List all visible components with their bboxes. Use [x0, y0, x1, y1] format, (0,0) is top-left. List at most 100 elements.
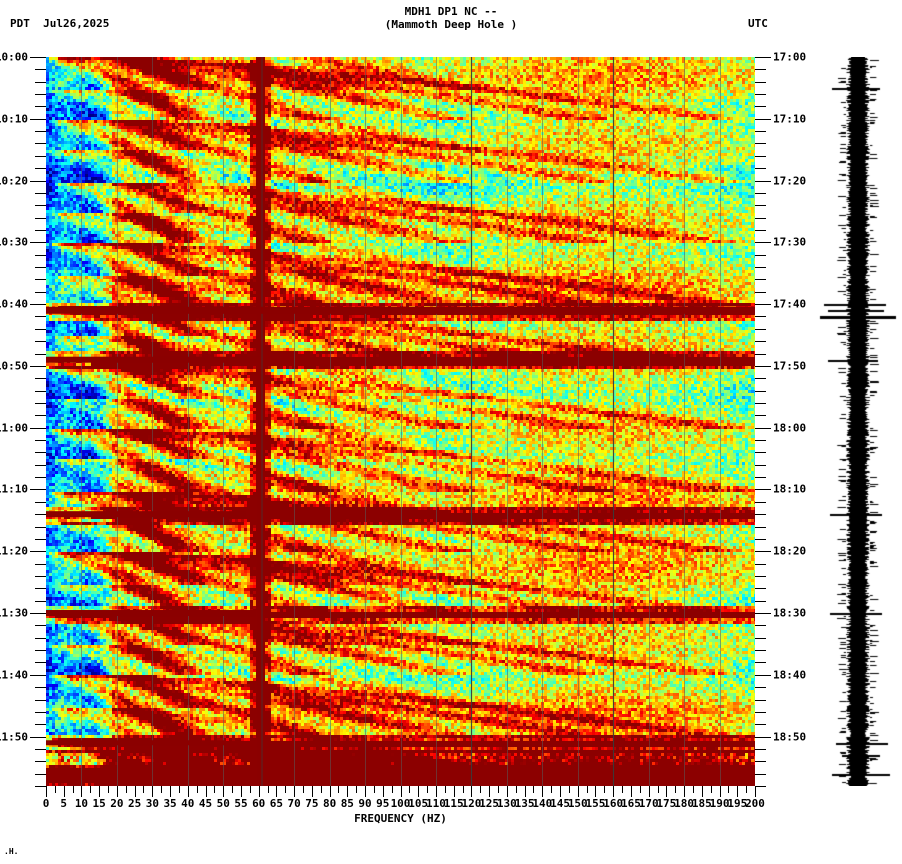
frequency-tick-label: 145: [550, 797, 570, 810]
minor-tick: [35, 637, 46, 639]
frequency-axis: 0 5 10 15 20 25 30 35 40 45 50 55 60 65 70 75 80 85 90 95 10…: [42, 786, 765, 826]
time-tick-label: 11:00: [0, 421, 28, 435]
minor-tick: [444, 786, 446, 793]
major-tick: [240, 786, 242, 797]
header-timezone-local: PDT: [10, 17, 30, 30]
minor-tick: [755, 526, 766, 528]
frequency-tick-label: 100: [390, 797, 411, 810]
frequency-tick-label: 165: [620, 797, 641, 810]
time-tick-label: 10:00: [0, 50, 28, 64]
frequency-tick-label: 5: [60, 797, 68, 810]
frequency-tick-label: 90: [358, 797, 372, 810]
minor-tick: [755, 155, 766, 157]
minor-tick: [35, 625, 46, 627]
minor-tick: [35, 477, 46, 479]
minor-tick: [108, 786, 110, 793]
minor-tick: [35, 279, 46, 281]
minor-tick: [35, 267, 46, 269]
minor-tick: [755, 378, 766, 380]
frequency-tick-label: 30: [145, 797, 159, 810]
major-tick: [701, 786, 703, 797]
major-tick: [276, 786, 278, 797]
minor-tick: [356, 786, 358, 793]
time-tick-label: 10:40: [0, 297, 28, 311]
frequency-tick-label: 195: [727, 797, 748, 810]
minor-tick: [755, 390, 766, 392]
minor-tick: [35, 575, 46, 577]
minor-tick: [755, 279, 766, 281]
major-tick: [577, 786, 579, 797]
minor-tick: [35, 724, 46, 726]
minor-tick: [35, 316, 46, 318]
spectrogram-plot[interactable]: [46, 57, 755, 786]
minor-tick: [161, 786, 163, 793]
minor-tick: [35, 440, 46, 442]
major-tick: [30, 489, 46, 491]
minor-tick: [35, 538, 46, 540]
major-tick: [719, 786, 721, 797]
minor-tick: [692, 786, 694, 793]
minor-tick: [35, 192, 46, 194]
minor-tick: [533, 786, 535, 793]
major-tick: [755, 304, 771, 306]
major-tick: [755, 736, 771, 738]
major-tick: [329, 786, 331, 797]
minor-tick: [35, 69, 46, 71]
minor-tick: [35, 687, 46, 689]
minor-tick: [755, 464, 766, 466]
major-tick: [755, 242, 771, 244]
time-tick-label: 10:30: [0, 235, 28, 249]
minor-tick: [35, 563, 46, 565]
minor-tick: [586, 786, 588, 793]
minor-tick: [568, 786, 570, 793]
minor-tick: [35, 773, 46, 775]
frequency-tick-label: 105: [408, 797, 429, 810]
minor-tick: [35, 217, 46, 219]
minor-tick: [35, 402, 46, 404]
frequency-tick-label: 130: [496, 797, 517, 810]
frequency-axis-title: FREQUENCY (HZ): [354, 812, 447, 825]
minor-tick: [35, 650, 46, 652]
minor-tick: [35, 761, 46, 763]
minor-tick: [196, 786, 198, 793]
minor-tick: [267, 786, 269, 793]
minor-tick: [35, 786, 46, 787]
time-axis-local: 10:00 10:10 10:20 10:30 10:40 10:50 11:00 11:10…: [0, 51, 46, 787]
major-tick: [152, 786, 154, 797]
minor-tick: [755, 106, 766, 108]
page-subtitle: (Mammoth Deep Hole ): [384, 18, 518, 31]
minor-tick: [755, 650, 766, 652]
page-title: MDH1 DP1 NC --: [404, 5, 498, 18]
minor-tick: [622, 786, 624, 793]
major-tick: [648, 786, 650, 797]
frequency-tick-label: 185: [691, 797, 712, 810]
minor-tick: [755, 477, 766, 479]
major-tick: [30, 674, 46, 676]
minor-tick: [320, 786, 322, 793]
minor-tick: [35, 328, 46, 330]
frequency-tick-label: 170: [638, 797, 659, 810]
minor-tick: [755, 402, 766, 404]
major-tick: [223, 786, 225, 797]
minor-tick: [35, 415, 46, 417]
major-tick: [30, 242, 46, 244]
major-tick: [30, 736, 46, 738]
minor-tick: [755, 415, 766, 417]
major-tick: [755, 489, 771, 491]
frequency-tick-label: 45: [198, 797, 213, 810]
major-tick: [311, 786, 313, 797]
minor-tick: [497, 786, 499, 793]
frequency-tick-label: 80: [322, 797, 337, 810]
frequency-tick-label: 160: [603, 797, 624, 810]
major-tick: [134, 786, 136, 797]
frequency-tick-label: 50: [216, 797, 230, 810]
frequency-tick-label: 175: [656, 797, 677, 810]
time-tick-label: 17:20: [773, 174, 807, 188]
minor-tick: [755, 625, 766, 627]
frequency-tick-label: 0: [42, 797, 50, 810]
minor-tick: [755, 205, 766, 207]
minor-tick: [35, 501, 46, 503]
time-tick-label: 11:40: [0, 668, 28, 682]
time-axis-utc: 17:00 17:10 17:20 17:30 17:40 17:50 18:00 18:10…: [755, 51, 815, 787]
